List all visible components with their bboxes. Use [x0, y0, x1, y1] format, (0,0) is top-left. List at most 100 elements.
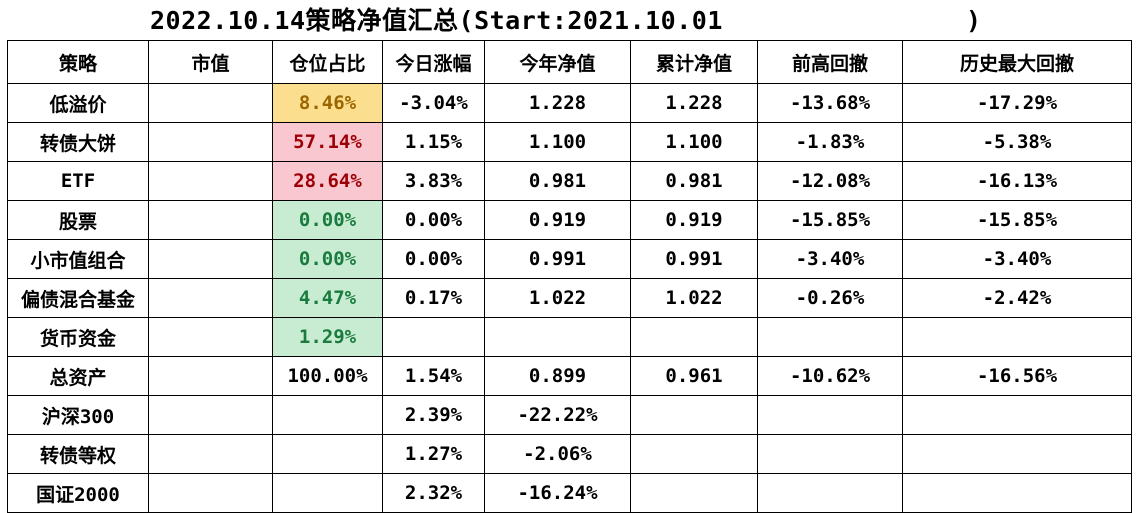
cell-drawdown-from-high — [757, 434, 903, 474]
cell-ytd-nav: 0.899 — [484, 356, 631, 396]
cell-drawdown-from-high: -0.26% — [757, 278, 903, 318]
cell-max-drawdown: -2.42% — [902, 278, 1132, 318]
strategy-summary-table: 策略 市值 仓位占比 今日涨幅 今年净值 累计净值 前高回撤 历史最大回撤 低溢价 8.46% -… — [7, 40, 1132, 513]
cell-drawdown-from-high — [757, 395, 903, 435]
cell-cum-nav: 1.022 — [630, 278, 758, 318]
cell-strategy: 沪深300 — [7, 395, 149, 435]
table-row: 低溢价 8.46% -3.04% 1.228 1.228 -13.68% -17.29% — [7, 83, 1132, 123]
cell-market-value — [148, 395, 273, 435]
cell-strategy: ETF — [7, 161, 149, 201]
table-row: ETF 28.64% 3.83% 0.981 0.981 -12.08% -16.13% — [7, 161, 1132, 201]
table-row: 转债等权 1.27% -2.06% — [7, 434, 1132, 474]
cell-drawdown-from-high: -1.83% — [757, 122, 903, 162]
title-closing-paren: ) — [966, 6, 982, 35]
cell-today-change: 0.00% — [382, 200, 485, 240]
table-row: 总资产 100.00% 1.54% 0.899 0.961 -10.62% -16.56% — [7, 356, 1132, 396]
cell-strategy: 总资产 — [7, 356, 149, 396]
table-row: 国证2000 2.32% -16.24% — [7, 473, 1132, 513]
cell-max-drawdown: -16.13% — [902, 161, 1132, 201]
table-row: 货币资金 1.29% — [7, 317, 1132, 357]
cell-max-drawdown — [902, 395, 1132, 435]
col-header-drawdown-from-high: 前高回撤 — [757, 40, 903, 84]
cell-ytd-nav: 0.919 — [484, 200, 631, 240]
cell-today-change: 2.39% — [382, 395, 485, 435]
header-row: 策略 市值 仓位占比 今日涨幅 今年净值 累计净值 前高回撤 历史最大回撤 — [7, 40, 1132, 84]
cell-cum-nav: 0.961 — [630, 356, 758, 396]
cell-today-change: 0.17% — [382, 278, 485, 318]
cell-strategy: 偏债混合基金 — [7, 278, 149, 318]
cell-cum-nav: 0.991 — [630, 239, 758, 279]
cell-market-value — [148, 278, 273, 318]
cell-market-value — [148, 317, 273, 357]
cell-today-change: 1.15% — [382, 122, 485, 162]
table-row: 沪深300 2.39% -22.22% — [7, 395, 1132, 435]
cell-market-value — [148, 473, 273, 513]
cell-ytd-nav: -22.22% — [484, 395, 631, 435]
cell-ytd-nav: 1.100 — [484, 122, 631, 162]
cell-drawdown-from-high: -12.08% — [757, 161, 903, 201]
cell-ytd-nav: -2.06% — [484, 434, 631, 474]
cell-ytd-nav: 1.022 — [484, 278, 631, 318]
cell-cum-nav: 1.100 — [630, 122, 758, 162]
col-header-max-drawdown: 历史最大回撤 — [902, 40, 1132, 84]
cell-strategy: 转债等权 — [7, 434, 149, 474]
cell-today-change: 2.32% — [382, 473, 485, 513]
cell-market-value — [148, 200, 273, 240]
cell-strategy: 转债大饼 — [7, 122, 149, 162]
cell-max-drawdown: -3.40% — [902, 239, 1132, 279]
cell-max-drawdown: -17.29% — [902, 83, 1132, 123]
cell-cum-nav: 1.228 — [630, 83, 758, 123]
cell-ytd-nav: 1.228 — [484, 83, 631, 123]
cell-max-drawdown — [902, 434, 1132, 474]
cell-ytd-nav: -16.24% — [484, 473, 631, 513]
cell-strategy: 国证2000 — [7, 473, 149, 513]
cell-market-value — [148, 122, 273, 162]
col-header-position-pct: 仓位占比 — [272, 40, 383, 84]
cell-market-value — [148, 83, 273, 123]
cell-today-change: 1.27% — [382, 434, 485, 474]
cell-max-drawdown — [902, 473, 1132, 513]
cell-today-change: 0.00% — [382, 239, 485, 279]
report-title: 2022.10.14策略净值汇总(Start:2021.10.01 — [150, 6, 723, 35]
cell-position-pct: 0.00% — [272, 239, 383, 279]
cell-drawdown-from-high — [757, 317, 903, 357]
cell-position-pct — [272, 473, 383, 513]
cell-position-pct: 100.00% — [272, 356, 383, 396]
cell-cum-nav — [630, 473, 758, 513]
cell-drawdown-from-high: -13.68% — [757, 83, 903, 123]
table-row: 转债大饼 57.14% 1.15% 1.100 1.100 -1.83% -5.38% — [7, 122, 1132, 162]
cell-position-pct — [272, 395, 383, 435]
col-header-strategy: 策略 — [7, 40, 149, 84]
col-header-ytd-nav: 今年净值 — [484, 40, 631, 84]
cell-today-change: 3.83% — [382, 161, 485, 201]
cell-cum-nav — [630, 395, 758, 435]
table-row: 股票 0.00% 0.00% 0.919 0.919 -15.85% -15.85% — [7, 200, 1132, 240]
cell-position-pct: 8.46% — [272, 83, 383, 123]
cell-today-change: 1.54% — [382, 356, 485, 396]
cell-today-change — [382, 317, 485, 357]
cell-position-pct — [272, 434, 383, 474]
title-row: 2022.10.14策略净值汇总(Start:2021.10.01 ) — [0, 0, 1138, 40]
cell-max-drawdown: -5.38% — [902, 122, 1132, 162]
cell-strategy: 小市值组合 — [7, 239, 149, 279]
table-row: 偏债混合基金 4.47% 0.17% 1.022 1.022 -0.26% -2.42% — [7, 278, 1132, 318]
cell-drawdown-from-high — [757, 473, 903, 513]
cell-strategy: 低溢价 — [7, 83, 149, 123]
cell-strategy: 货币资金 — [7, 317, 149, 357]
col-header-market-value: 市值 — [148, 40, 273, 84]
col-header-cum-nav: 累计净值 — [630, 40, 758, 84]
cell-max-drawdown: -16.56% — [902, 356, 1132, 396]
cell-cum-nav — [630, 434, 758, 474]
cell-drawdown-from-high: -15.85% — [757, 200, 903, 240]
cell-position-pct: 4.47% — [272, 278, 383, 318]
cell-market-value — [148, 356, 273, 396]
cell-ytd-nav: 0.991 — [484, 239, 631, 279]
cell-position-pct: 57.14% — [272, 122, 383, 162]
cell-strategy: 股票 — [7, 200, 149, 240]
cell-position-pct: 28.64% — [272, 161, 383, 201]
cell-ytd-nav — [484, 317, 631, 357]
cell-max-drawdown — [902, 317, 1132, 357]
cell-drawdown-from-high: -3.40% — [757, 239, 903, 279]
col-header-today-change: 今日涨幅 — [382, 40, 485, 84]
cell-market-value — [148, 239, 273, 279]
